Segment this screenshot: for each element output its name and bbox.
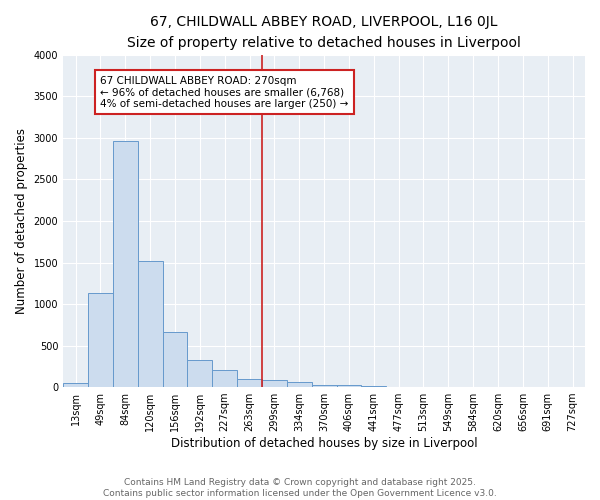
Y-axis label: Number of detached properties: Number of detached properties [15, 128, 28, 314]
Bar [262, 380, 287, 387]
X-axis label: Distribution of detached houses by size in Liverpool: Distribution of detached houses by size … [171, 437, 478, 450]
Bar [138, 261, 163, 387]
Bar [63, 383, 88, 387]
Bar [337, 386, 361, 387]
Bar [212, 370, 237, 387]
Bar [187, 360, 212, 387]
Bar [237, 379, 262, 387]
Bar [163, 332, 187, 387]
Bar [287, 382, 311, 387]
Text: 67 CHILDWALL ABBEY ROAD: 270sqm
← 96% of detached houses are smaller (6,768)
4% : 67 CHILDWALL ABBEY ROAD: 270sqm ← 96% of… [100, 76, 349, 109]
Bar [88, 294, 113, 387]
Bar [113, 142, 138, 387]
Title: 67, CHILDWALL ABBEY ROAD, LIVERPOOL, L16 0JL
Size of property relative to detach: 67, CHILDWALL ABBEY ROAD, LIVERPOOL, L16… [127, 15, 521, 50]
Text: Contains HM Land Registry data © Crown copyright and database right 2025.
Contai: Contains HM Land Registry data © Crown c… [103, 478, 497, 498]
Bar [361, 386, 386, 387]
Bar [311, 384, 337, 387]
